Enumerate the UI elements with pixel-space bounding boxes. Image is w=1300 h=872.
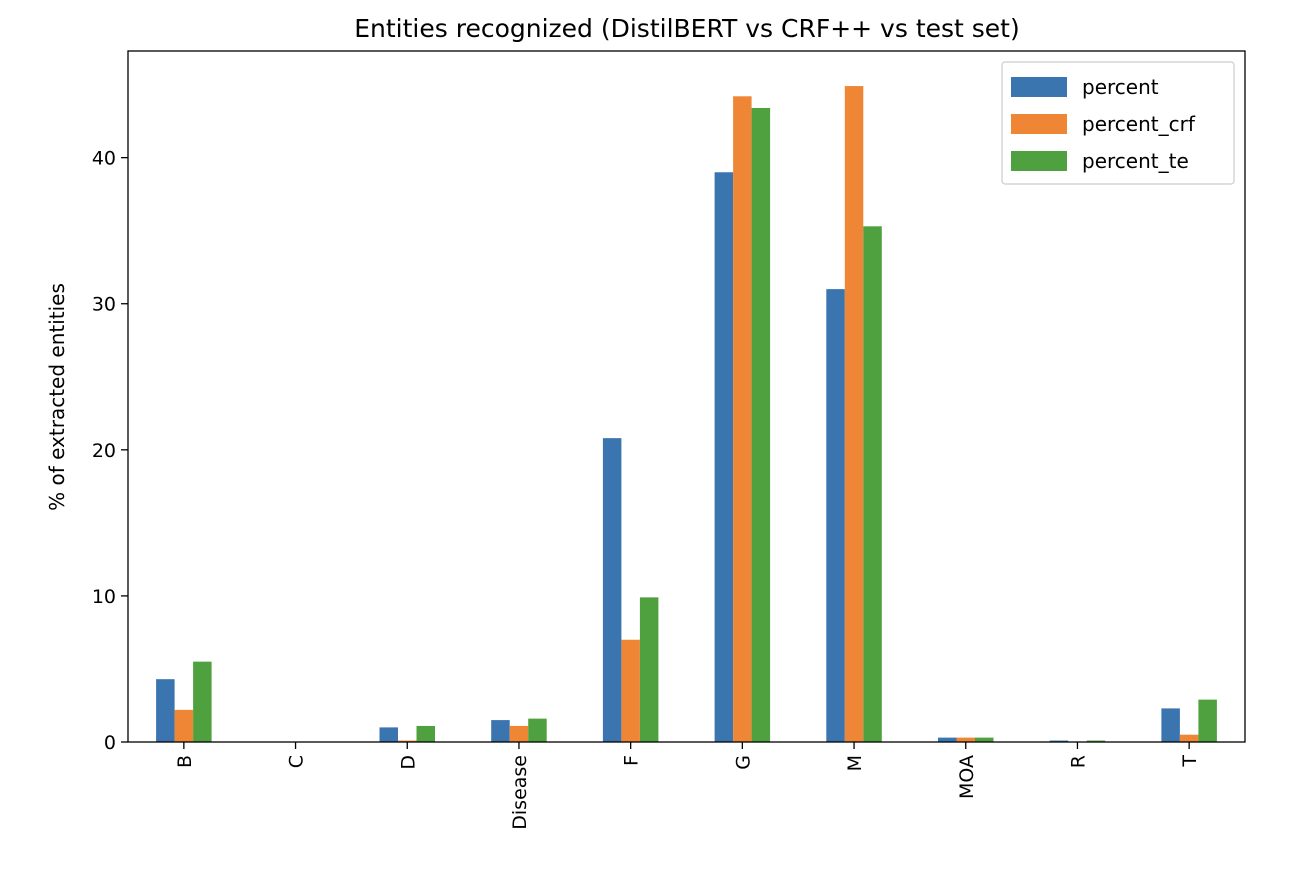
x-tick-label-D: D: [397, 755, 419, 770]
bar-percent_crf-Disease: [509, 725, 529, 742]
y-ticks-group: 0 10 20 30 40: [92, 148, 128, 754]
bar-percent_te-MOA: [975, 737, 994, 742]
bar-percent_crf-M: [844, 86, 864, 742]
bar-percent-T: [1161, 708, 1180, 742]
bar-percent_te-R: [1086, 740, 1106, 742]
plot-frame: [127, 50, 1246, 743]
bar-percent-Disease: [491, 720, 510, 742]
bar-percent_crf-D: [398, 740, 417, 742]
bar-percent_te-B: [193, 661, 212, 742]
x-tick-label-R: R: [1067, 755, 1089, 768]
bar-percent-MOA: [938, 737, 957, 742]
x-tick-label-MOA: MOA: [956, 755, 978, 799]
bar-percent_te-M: [863, 226, 882, 742]
x-tick-label-C: C: [286, 755, 308, 768]
x-tick-label-B: B: [174, 755, 196, 768]
bar-percent_te-Disease: [528, 718, 547, 742]
bar-percent_crf-F: [621, 639, 640, 742]
bar-percent-R: [1049, 740, 1069, 742]
chart-title: Entities recognized (DistilBERT vs CRF++…: [354, 14, 1020, 43]
bar-percent-M: [826, 289, 845, 742]
bars-group: [156, 86, 1217, 743]
bar-percent_te-T: [1198, 699, 1217, 742]
bar-percent-D: [379, 727, 398, 742]
bar-percent_crf-B: [174, 709, 194, 742]
legend-swatch-percent_te: [1011, 151, 1067, 171]
legend: percent percent_crf percent_te: [1001, 61, 1235, 185]
bar-percent-F: [602, 438, 622, 742]
bar-percent_te-F: [639, 597, 659, 742]
x-tick-label-Disease: Disease: [509, 755, 531, 830]
y-tick-label: 0: [104, 732, 116, 754]
bar-percent_crf-G: [733, 96, 752, 743]
x-tick-label-M: M: [844, 755, 866, 771]
y-tick-label: 40: [92, 148, 116, 170]
bar-percent-G: [714, 172, 734, 742]
bar-percent_te-D: [416, 725, 435, 742]
bar-percent-B: [156, 679, 175, 742]
x-ticks-group: B C D Disease F G M MOA R T: [174, 742, 1201, 830]
x-tick-label-T: T: [1179, 755, 1201, 768]
legend-label-percent_crf: percent_crf: [1082, 112, 1196, 136]
y-tick-label: 20: [92, 440, 116, 462]
bar-percent_crf-T: [1179, 734, 1199, 742]
bar-percent_crf-MOA: [956, 737, 975, 742]
y-tick-label: 10: [92, 586, 116, 608]
y-axis-label: % of extracted entities: [45, 283, 69, 511]
legend-swatch-percent_crf: [1011, 114, 1067, 134]
y-tick-label: 30: [92, 294, 116, 316]
legend-label-percent: percent: [1082, 75, 1159, 99]
x-tick-label-F: F: [621, 755, 643, 766]
legend-swatch-percent: [1011, 77, 1067, 97]
x-tick-label-G: G: [732, 755, 754, 770]
legend-label-percent_te: percent_te: [1082, 149, 1189, 173]
bar-percent_te-G: [751, 107, 771, 743]
